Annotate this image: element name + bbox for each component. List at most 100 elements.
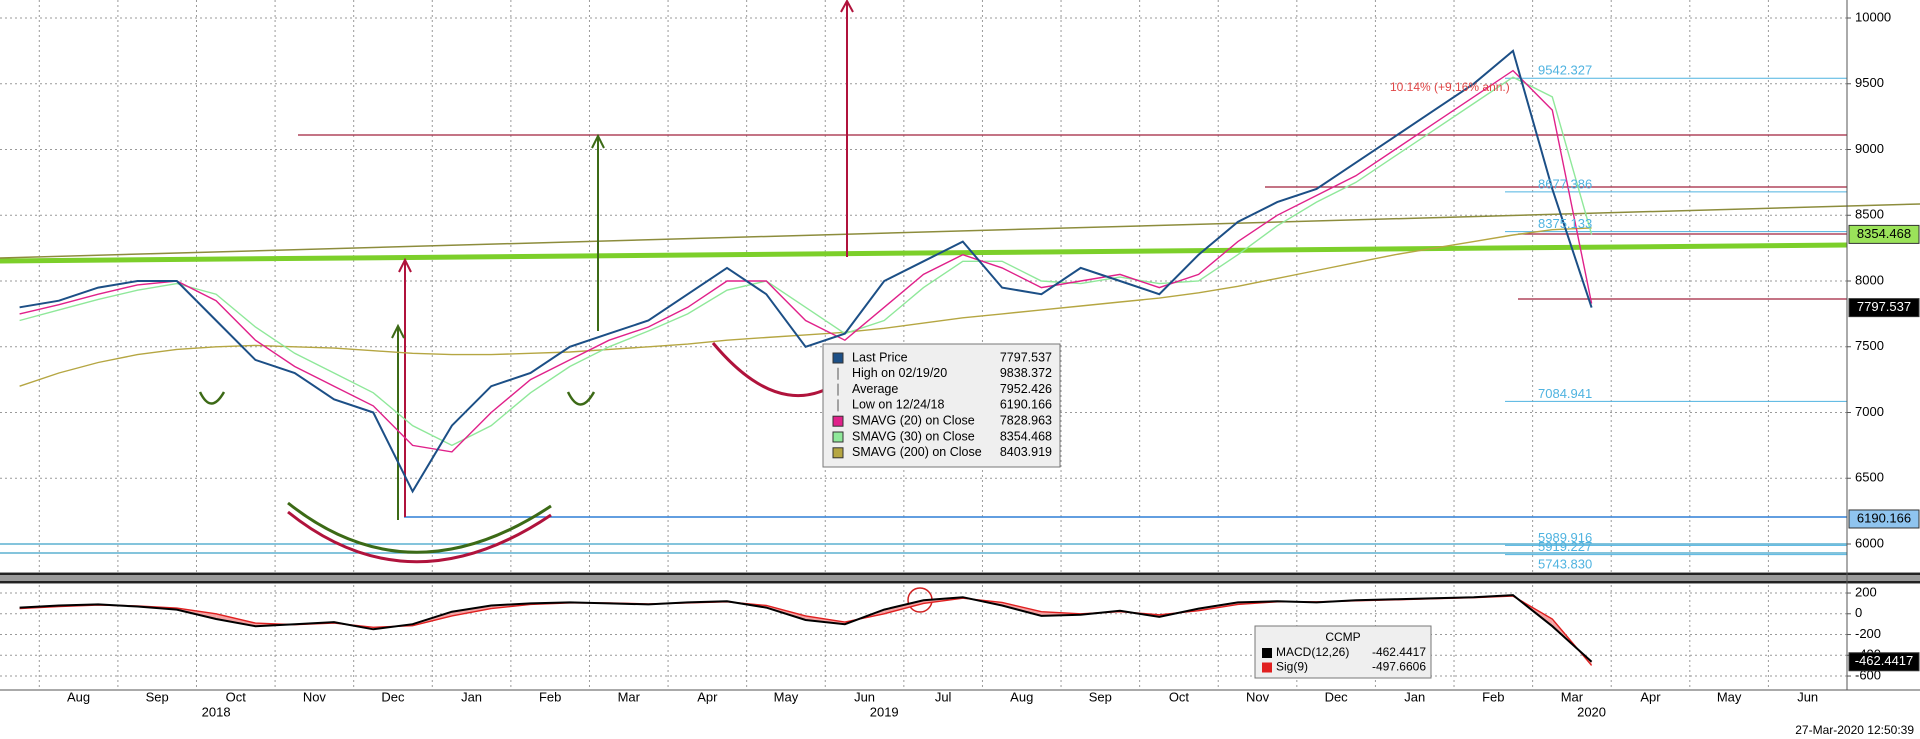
level-label: 5919.227	[1538, 539, 1592, 554]
macd-fill	[884, 600, 924, 614]
x-tick-label: Nov	[1246, 689, 1270, 704]
legend-label: Last Price	[852, 350, 908, 364]
arc	[287, 510, 552, 564]
series-line	[19, 49, 1593, 494]
y-tick-label: 8000	[1855, 272, 1884, 287]
x-tick-label: Aug	[1010, 689, 1033, 704]
x-tick-label: Apr	[1640, 689, 1661, 704]
legend-value: 6190.166	[1000, 398, 1052, 412]
x-tick-label: Jan	[461, 689, 482, 704]
trend-line	[0, 203, 1920, 259]
y-tick-label: 9000	[1855, 141, 1884, 156]
level-label: 5989.916	[1538, 530, 1592, 545]
legend-swatch	[832, 447, 844, 459]
x-tick-label: Mar	[1561, 689, 1584, 704]
x-tick-label: Sep	[146, 689, 169, 704]
x-tick-label: Dec	[1325, 689, 1349, 704]
legend-swatch	[832, 352, 844, 364]
price-tag: 7797.537	[1857, 299, 1911, 314]
series-line	[19, 227, 1592, 387]
arrow-head	[591, 133, 605, 149]
x-tick-label: Feb	[539, 689, 561, 704]
y-tick-label: 6000	[1855, 535, 1884, 550]
legend: Last Price 7797.537 High on 02/19/20 9838.3…	[822, 343, 1061, 468]
legend-label: SMAVG (30) on Close	[852, 429, 975, 443]
x-year-label: 2020	[1577, 704, 1606, 719]
y-tick-label: -200	[1855, 626, 1881, 641]
macd-tag: -462.4417	[1855, 653, 1914, 668]
legend-label: Sig(9)	[1276, 660, 1308, 674]
arrow-head	[391, 323, 405, 339]
price-tag: 8354.468	[1857, 226, 1911, 241]
macd-tag-bg	[1848, 652, 1920, 672]
series-line	[19, 69, 1593, 453]
level-label: 8375.133	[1538, 216, 1592, 231]
legend-value: 7952.426	[1000, 382, 1052, 396]
legend-label: Average	[852, 382, 898, 396]
trend-line	[0, 242, 1848, 264]
level-label: 9542.327	[1538, 63, 1592, 78]
macd-legend: CCMP MACD(12,26) -462.4417 Sig(9) -497.6606	[1254, 625, 1432, 679]
legend-label: Low on 12/24/18	[852, 398, 944, 412]
x-tick-label: Jun	[854, 689, 875, 704]
level-label: 8677.386	[1538, 176, 1592, 191]
y-tick-label: 0	[1855, 605, 1862, 620]
series-line	[19, 76, 1593, 447]
x-tick-label: May	[774, 689, 799, 704]
legend-swatch	[1262, 648, 1272, 658]
x-tick-label: Jul	[935, 689, 952, 704]
arc	[566, 391, 596, 406]
legend-label: SMAVG (20) on Close	[852, 413, 975, 427]
x-tick-label: Apr	[697, 689, 718, 704]
y-tick-label: 9500	[1855, 75, 1884, 90]
price-tag-bg	[1848, 509, 1920, 529]
y-tick-label: 7000	[1855, 404, 1884, 419]
macd-fill	[451, 605, 492, 616]
legend-swatch	[1262, 662, 1272, 673]
x-tick-label: Oct	[226, 689, 247, 704]
legend-title: CCMP	[1325, 630, 1360, 644]
legend-box	[1254, 625, 1432, 679]
legend-value: -497.6606	[1372, 660, 1426, 674]
legend-value: 7828.963	[1000, 413, 1052, 427]
legend-value: 7797.537	[1000, 350, 1052, 364]
x-year-label: 2019	[870, 704, 899, 719]
y-tick-label: 200	[1855, 584, 1877, 599]
x-tick-label: Oct	[1169, 689, 1190, 704]
y-tick-label: 8500	[1855, 207, 1884, 222]
x-tick-label: Nov	[303, 689, 327, 704]
x-tick-label: Jun	[1797, 689, 1818, 704]
legend-label: High on 02/19/20	[852, 366, 947, 380]
arrow-head	[840, 0, 854, 13]
arc	[287, 501, 552, 554]
level-label: 5743.830	[1538, 556, 1592, 571]
legend-value: -462.4417	[1372, 645, 1426, 659]
level-label: 7084.941	[1538, 386, 1592, 401]
legend-value: 9838.372	[1000, 366, 1052, 380]
legend-label: MACD(12,26)	[1276, 645, 1349, 659]
macd-fill	[216, 613, 256, 627]
x-tick-label: Feb	[1482, 689, 1504, 704]
x-tick-label: Aug	[67, 689, 90, 704]
x-tick-label: May	[1717, 689, 1742, 704]
drawings	[0, 0, 1920, 613]
annotation: 10.14% (+9.16% ann.)	[1390, 80, 1510, 94]
legend-value: 8403.919	[1000, 445, 1052, 459]
legend-box	[822, 343, 1061, 468]
y-tick-label: 6500	[1855, 470, 1884, 485]
x-tick-label: Jan	[1404, 689, 1425, 704]
x-tick-label: Sep	[1089, 689, 1112, 704]
x-tick-label: Mar	[618, 689, 641, 704]
x-year-label: 2018	[202, 704, 231, 719]
y-tick-label: 10000	[1855, 9, 1891, 24]
legend-swatch	[832, 415, 844, 427]
y-tick-label: 7500	[1855, 338, 1884, 353]
arc	[198, 391, 226, 405]
legend-label: SMAVG (200) on Close	[852, 445, 982, 459]
x-tick-label: Dec	[381, 689, 405, 704]
price-tag-bg	[1848, 298, 1920, 318]
data-layer	[19, 49, 1847, 666]
price-tag: 6190.166	[1857, 510, 1911, 525]
